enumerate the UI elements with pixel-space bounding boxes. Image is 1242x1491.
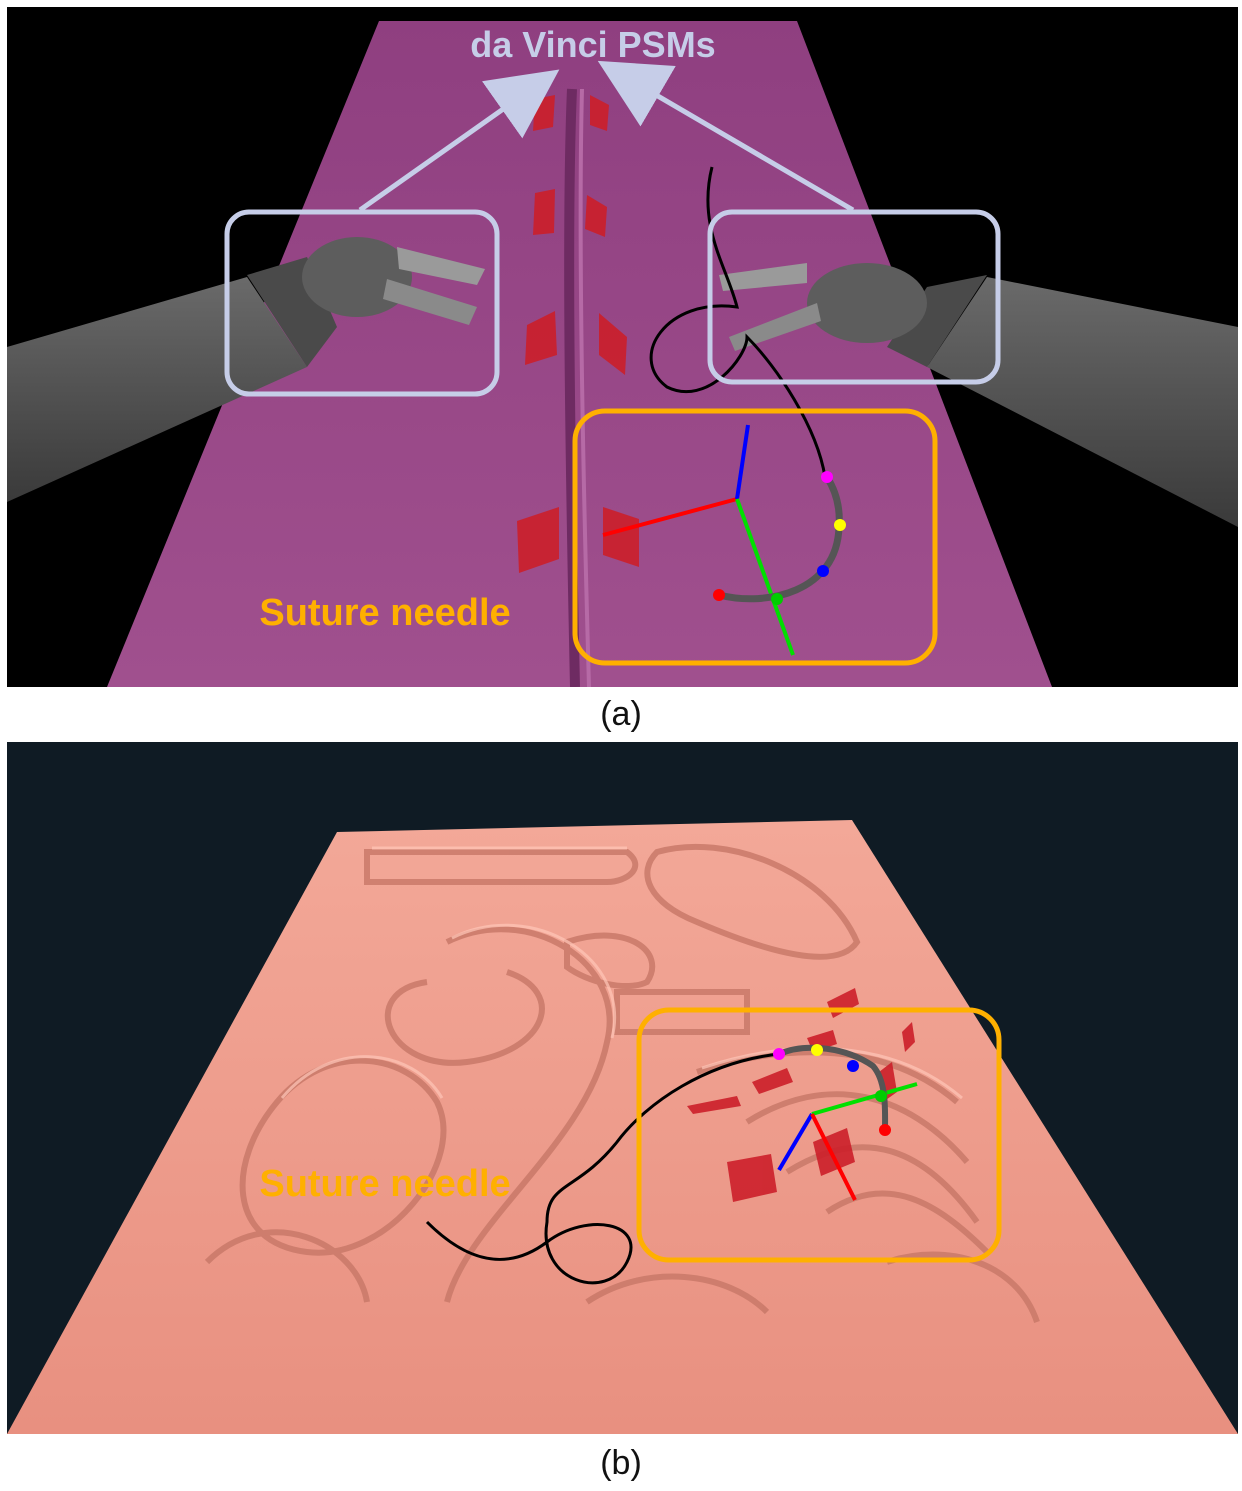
suture-needle-b bbox=[777, 1044, 889, 1131]
phantom-relief bbox=[204, 843, 1040, 1323]
phantom-surface bbox=[7, 820, 1238, 1434]
needle-box-a bbox=[572, 408, 938, 666]
suture-needle-a bbox=[718, 475, 843, 603]
suture-thread bbox=[649, 166, 827, 478]
panel-b-scene: Suture needle bbox=[7, 820, 1238, 1434]
caption-b: (b) bbox=[600, 1444, 642, 1482]
needle-label-a: Suture needle bbox=[259, 592, 510, 634]
needle-frame-a bbox=[602, 424, 795, 656]
psm-box-right bbox=[707, 209, 1001, 385]
panel-a-simulation-view: da Vinci PSMs Suture needle bbox=[7, 7, 1238, 687]
needle-box-b bbox=[636, 1007, 1002, 1263]
psm-label: da Vinci PSMs bbox=[470, 24, 715, 65]
left-psm-instrument bbox=[7, 237, 485, 502]
psm-box-left bbox=[224, 209, 500, 397]
panel-b-phantom-view: Suture needle bbox=[7, 742, 1238, 1434]
psm-arrow-left bbox=[358, 69, 560, 213]
needle-frame-b bbox=[777, 1082, 918, 1201]
right-psm-instrument bbox=[719, 263, 1238, 527]
needle-label-b: Suture needle bbox=[259, 1163, 510, 1205]
needle-keypoints-a bbox=[713, 471, 846, 605]
panel-a-scene: da Vinci PSMs Suture needle bbox=[7, 21, 1238, 687]
needle-keypoints-b bbox=[773, 1044, 891, 1136]
psm-arrow-right bbox=[597, 60, 855, 213]
suture-thread-b bbox=[425, 1052, 780, 1285]
caption-a: (a) bbox=[600, 695, 642, 733]
